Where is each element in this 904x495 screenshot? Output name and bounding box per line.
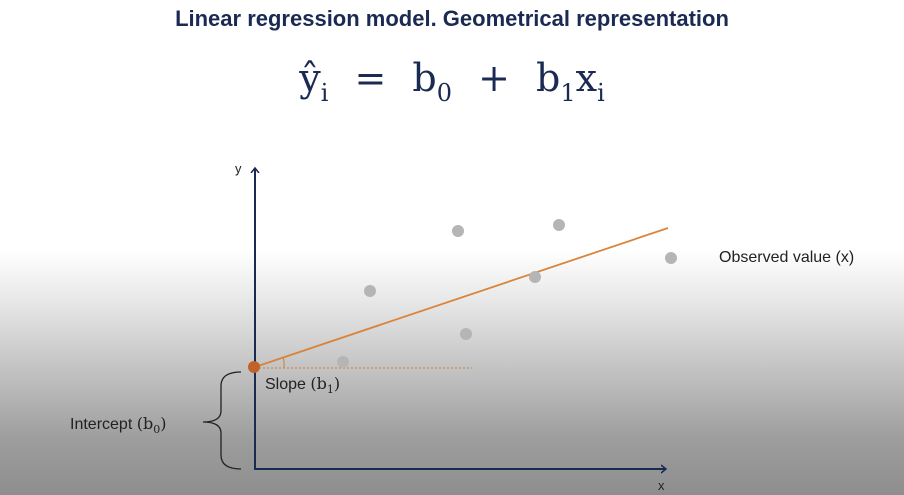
slope-subscript: 1: [326, 383, 334, 396]
intercept-symbol: b: [142, 414, 154, 433]
slope-close-paren: ): [333, 374, 341, 393]
equation-plus: +: [478, 56, 510, 100]
slope-angle-arc: [282, 356, 285, 369]
equation-equals: =: [354, 56, 387, 100]
x-axis-label: x: [658, 478, 665, 493]
equation-b1-subscript: 1: [560, 79, 576, 107]
slide-title: Linear regression model. Geometrical rep…: [175, 6, 729, 31]
slope-open-paren: (: [310, 374, 317, 393]
regression-line: [254, 227, 669, 368]
observed-point: [364, 285, 376, 297]
intercept-brace: [202, 371, 242, 470]
equation-y-subscript: i: [320, 79, 329, 107]
observed-point: [665, 252, 677, 264]
intercept-text: Intercept: [70, 416, 137, 433]
regression-equation: ŷi = b0 + b1xi: [0, 56, 904, 107]
observed-point: [460, 328, 472, 340]
intercept-point: [248, 361, 260, 373]
intercept-subscript: 0: [153, 423, 161, 436]
observed-point: [337, 356, 349, 368]
slope-symbol: b: [316, 374, 327, 393]
equation-x: x: [575, 56, 598, 100]
intercept-label: Intercept (b0): [70, 414, 167, 436]
intercept-open-paren: (: [136, 414, 143, 433]
slope-text: Slope: [265, 376, 311, 393]
equation-b0: b: [412, 56, 437, 100]
equation-b1: b: [536, 56, 561, 100]
observed-point: [553, 219, 565, 231]
y-axis-label: y: [235, 161, 242, 176]
equation-b0-subscript: 0: [436, 79, 453, 107]
observed-point: [452, 225, 464, 237]
slope-label: Slope (b1): [265, 374, 341, 396]
observed-point: [529, 271, 541, 283]
equation-y-hat: ŷ: [299, 56, 321, 100]
intercept-close-paren: ): [160, 414, 167, 433]
equation-x-subscript: i: [597, 79, 605, 107]
observed-value-label: Observed value (x): [719, 249, 855, 266]
